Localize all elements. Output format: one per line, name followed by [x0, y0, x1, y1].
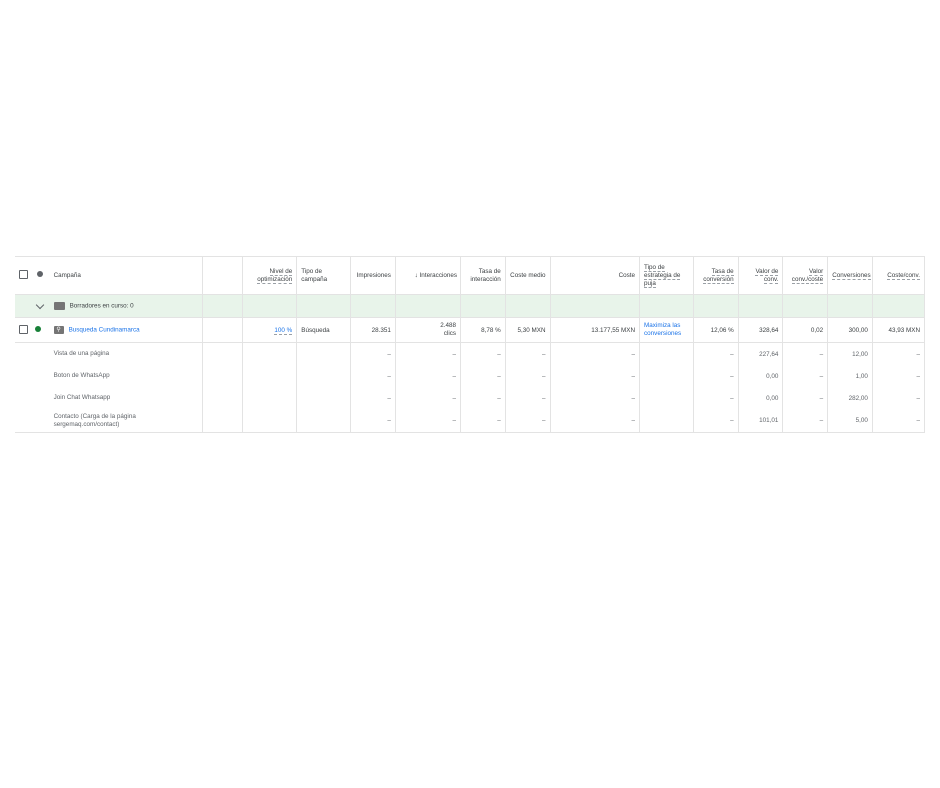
row-checkbox[interactable] [19, 324, 28, 334]
col-cost-conv[interactable]: Coste/conv. [887, 271, 920, 280]
conversion-action-row: Contacto (Carga de la página sergemaq.co… [15, 409, 926, 433]
cell-cost-conv: – [872, 409, 926, 433]
drafts-group-row[interactable]: Borradores en curso: 0 [15, 294, 926, 318]
conversion-action-name: Join Chat Whatsapp [49, 387, 203, 409]
bid-strategy-line2: conversiones [644, 330, 682, 337]
cell-rate: – [460, 342, 506, 365]
col-optimization[interactable]: Nivel de optimización [257, 267, 293, 284]
cell-cost: – [550, 365, 641, 387]
cost: 13.177,55 MXN [550, 317, 641, 343]
interaction-rate: 8,78 % [460, 317, 506, 343]
cost-conv: 43,93 MXN [872, 317, 926, 343]
cell-conv-rate: – [693, 409, 739, 433]
cell-cost-conv: – [872, 365, 926, 387]
interactions-unit: clics [443, 330, 457, 337]
conversion-action-row: Boton de WhatsApp – – – – – –0,00–1,00– [15, 365, 926, 387]
cell-inter: – [395, 342, 462, 365]
cell-value-cost: – [782, 342, 829, 365]
cell-value-cost: – [782, 387, 829, 409]
cell-conversions: 5,00 [827, 409, 873, 433]
campaigns-table: Campaña Nivel de optimización Tipo de ca… [15, 256, 926, 433]
bid-strategy-line1: Maximiza las [644, 322, 681, 329]
cell-rate: – [460, 387, 506, 409]
chevron-down-icon[interactable] [36, 300, 45, 309]
conv-value: 328,64 [738, 317, 784, 343]
cell-impr: – [350, 342, 396, 365]
cell-avg-cost: – [505, 342, 551, 365]
col-impressions[interactable]: Impresiones [356, 271, 391, 279]
cell-conv-value: 0,00 [738, 387, 784, 409]
col-campaign[interactable]: Campaña [53, 271, 81, 279]
col-interaction-rate[interactable]: Tasa de interacción [470, 267, 501, 283]
cell-cost-conv: – [872, 342, 926, 365]
avg-cost: 5,30 MXN [505, 317, 551, 343]
conversion-action-name: Boton de WhatsApp [49, 365, 203, 387]
cell-value-cost: – [782, 365, 829, 387]
sort-desc-icon: ↓ [414, 271, 418, 279]
col-conv-rate[interactable]: Tasa de conversión [703, 267, 734, 284]
select-all-checkbox[interactable] [19, 269, 28, 279]
cell-conv-rate: – [693, 342, 739, 365]
col-cost[interactable]: Coste [618, 271, 636, 279]
cell-avg-cost: – [505, 409, 551, 433]
conversion-action-name: Contacto (Carga de la página sergemaq.co… [49, 409, 203, 433]
cell-value-cost: – [782, 409, 829, 433]
status-icon[interactable] [37, 271, 44, 277]
cell-avg-cost: – [505, 365, 551, 387]
col-interactions[interactable]: Interacciones [419, 271, 458, 279]
conv-rate: 12,06 % [693, 317, 739, 343]
cell-conv-value: 227,64 [738, 342, 784, 365]
campaign-name-link[interactable]: Busqueda Cundinamarca [68, 326, 140, 334]
cell-conversions: 12,00 [827, 342, 873, 365]
cell-inter: – [395, 409, 462, 433]
cell-cost: – [550, 342, 641, 365]
interactions: 2.488 [440, 322, 457, 329]
cell-inter: – [395, 387, 462, 409]
cell-conv-rate: – [693, 387, 739, 409]
impressions: 28.351 [350, 317, 396, 343]
cell-conv-value: 101,01 [738, 409, 784, 433]
col-value-cost[interactable]: Valor conv./coste [791, 267, 824, 284]
conversion-action-row: Vista de una página – – – – – –227,64–12,00– [15, 342, 926, 365]
cell-cost: – [550, 409, 641, 433]
cell-rate: – [460, 409, 506, 433]
drafts-label: Borradores en curso: 0 [69, 302, 134, 310]
cell-conversions: 1,00 [827, 365, 873, 387]
bid-strategy-link[interactable]: Maximiza las conversiones [639, 317, 694, 343]
campaign-type: Búsqueda [301, 326, 330, 334]
cell-conv-value: 0,00 [738, 365, 784, 387]
cell-inter: – [395, 365, 462, 387]
status-enabled-icon[interactable] [35, 326, 42, 332]
col-conversions[interactable]: Conversiones [832, 271, 871, 280]
cell-cost: – [550, 387, 641, 409]
header-row: Campaña Nivel de optimización Tipo de ca… [15, 256, 926, 295]
folder-icon [53, 302, 65, 310]
col-conv-value[interactable]: Valor de conv. [755, 267, 779, 284]
search-campaign-icon: ⚲ [53, 326, 64, 334]
cell-avg-cost: – [505, 387, 551, 409]
optimization-score-link[interactable]: 100 % [274, 326, 293, 335]
cell-impr: – [350, 409, 396, 433]
cell-conversions: 282,00 [827, 387, 873, 409]
cell-cost-conv: – [872, 387, 926, 409]
col-avg-cost[interactable]: Coste medio [510, 271, 546, 279]
conversion-action-name: Vista de una página [49, 342, 203, 365]
conversion-action-row: Join Chat Whatsapp – – – – – –0,00–282,00– [15, 387, 926, 409]
campaign-row: ⚲ Busqueda Cundinamarca 100 % Búsqueda 28… [15, 317, 926, 343]
conversions: 300,00 [827, 317, 873, 343]
cell-impr: – [350, 387, 396, 409]
col-bid-strategy[interactable]: Tipo de estrategia de puja [644, 263, 681, 288]
cell-conv-rate: – [693, 365, 739, 387]
col-type[interactable]: Tipo de campaña [301, 267, 328, 283]
cell-rate: – [460, 365, 506, 387]
value-cost: 0,02 [782, 317, 829, 343]
cell-impr: – [350, 365, 396, 387]
